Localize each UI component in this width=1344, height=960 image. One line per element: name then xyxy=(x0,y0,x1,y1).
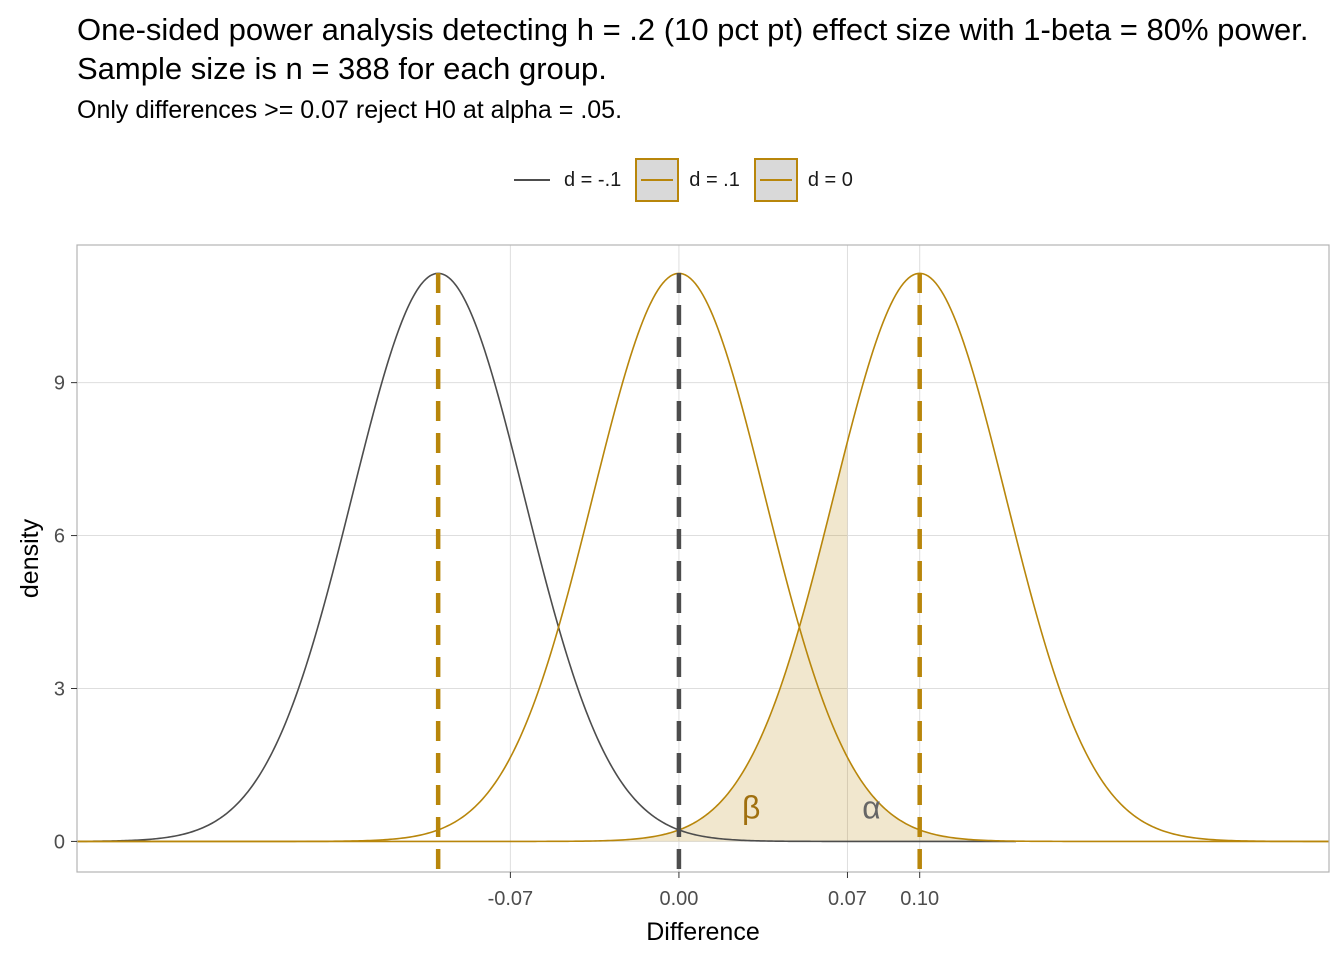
x-tick-label: 0.07 xyxy=(828,888,867,910)
density-curves xyxy=(76,272,1329,843)
density-curve-series-1 xyxy=(77,272,1329,843)
y-tick-label: 0 xyxy=(54,831,65,853)
legend-item-d-pos: d = .1 xyxy=(635,158,740,202)
x-tick-label: 0.00 xyxy=(659,888,698,910)
shaded-region-d1 xyxy=(558,441,848,842)
legend-item-d-neg: d = -.1 xyxy=(510,158,621,202)
legend-key-line xyxy=(510,158,554,202)
y-tick-label: 3 xyxy=(54,678,65,700)
axes: 0 3 6 9 -0.07 0.00 0.07 0.10 xyxy=(54,373,939,910)
shaded-region-d0 xyxy=(847,757,1329,842)
legend-key-filled xyxy=(635,158,680,202)
x-tick-label: 0.10 xyxy=(900,888,939,910)
annotation-0: β xyxy=(742,789,760,825)
shaded-regions xyxy=(558,441,1329,842)
legend-item-d-zero: d = 0 xyxy=(753,158,853,202)
legend-key-filled xyxy=(753,158,798,202)
reference-lines xyxy=(435,273,922,872)
gridlines xyxy=(77,245,1329,872)
x-tick-label: -0.07 xyxy=(488,888,534,910)
annotation-1: α xyxy=(862,789,881,825)
legend-label: d = .1 xyxy=(689,168,740,191)
x-axis-label: Difference xyxy=(646,918,760,946)
y-tick-label: 9 xyxy=(54,373,65,395)
legend-label: d = -.1 xyxy=(564,168,622,191)
plot-panel-border xyxy=(76,244,1330,873)
chart-subtitle: Only differences >= 0.07 reject H0 at al… xyxy=(77,96,623,124)
density-curve-series-0 xyxy=(76,272,1016,843)
legend-label: d = 0 xyxy=(807,168,853,191)
density-curve-series-2 xyxy=(77,272,1329,843)
legend: d = -.1 d = .1 d = 0 xyxy=(510,156,867,204)
y-axis-label: density xyxy=(16,518,44,598)
y-tick-label: 6 xyxy=(54,526,65,548)
chart-title: One-sided power analysis detecting h = .… xyxy=(77,12,1309,86)
